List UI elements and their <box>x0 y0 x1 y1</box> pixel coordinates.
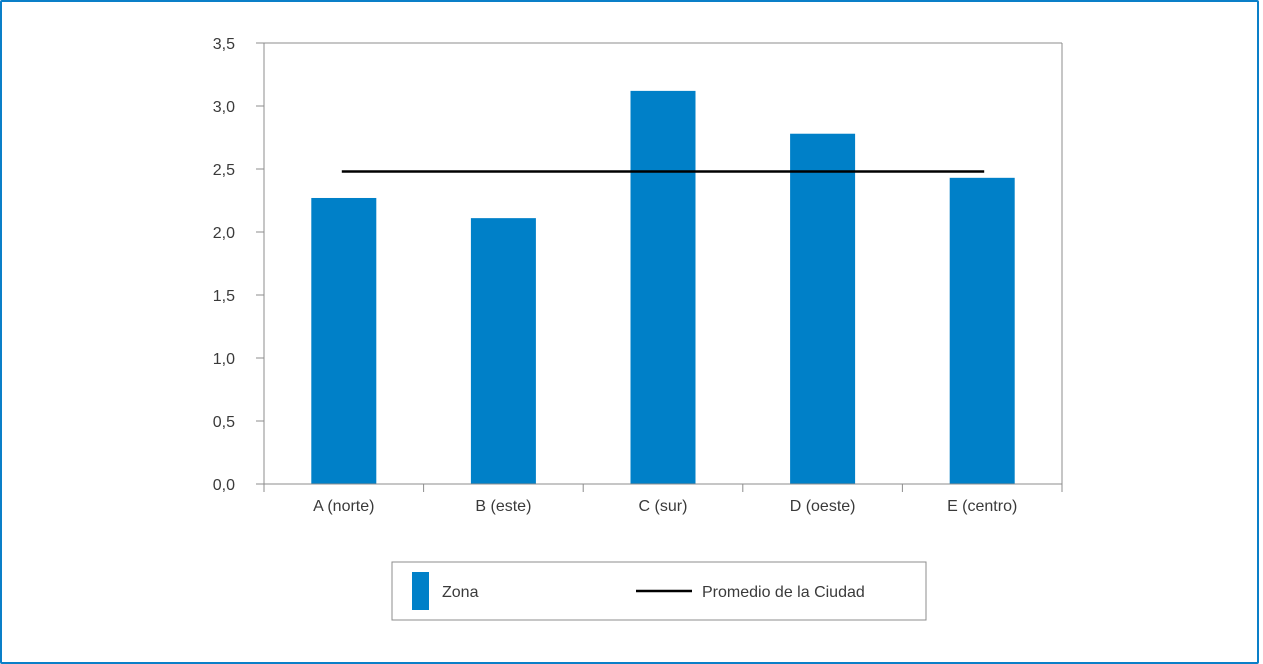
x-tick-label: B (este) <box>475 498 531 515</box>
bar <box>630 90 696 484</box>
bar <box>311 197 377 485</box>
legend-label-average: Promedio de la Ciudad <box>702 584 865 601</box>
x-tick-label: C (sur) <box>639 498 688 515</box>
y-tick-label: 1,5 <box>213 288 235 305</box>
bar <box>790 133 856 484</box>
bar <box>949 177 1015 484</box>
x-axis-ticks: A (norte) B (este) C (sur) D (oeste) E (cent… <box>263 484 1063 515</box>
y-tick-label: 2,5 <box>213 162 235 179</box>
x-tick-label: A (norte) <box>313 498 374 515</box>
y-tick-label: 1,0 <box>213 351 235 368</box>
legend: Zona Promedio de la Ciudad <box>391 561 927 621</box>
y-axis-ticks: 0,0 0,5 1,0 1,5 2,0 2,5 3,0 3,5 <box>213 36 264 494</box>
bar <box>470 218 536 484</box>
y-tick-label: 3,0 <box>213 99 235 116</box>
bars <box>311 90 1015 485</box>
legend-swatch-zona <box>412 572 429 610</box>
y-tick-label: 2,0 <box>213 225 235 242</box>
x-tick-label: D (oeste) <box>790 498 856 515</box>
x-tick-label: E (centro) <box>947 498 1017 515</box>
y-tick-label: 3,5 <box>213 36 235 53</box>
y-tick-label: 0,0 <box>213 477 235 494</box>
y-tick-label: 0,5 <box>213 414 235 431</box>
legend-label-zona: Zona <box>442 584 479 601</box>
